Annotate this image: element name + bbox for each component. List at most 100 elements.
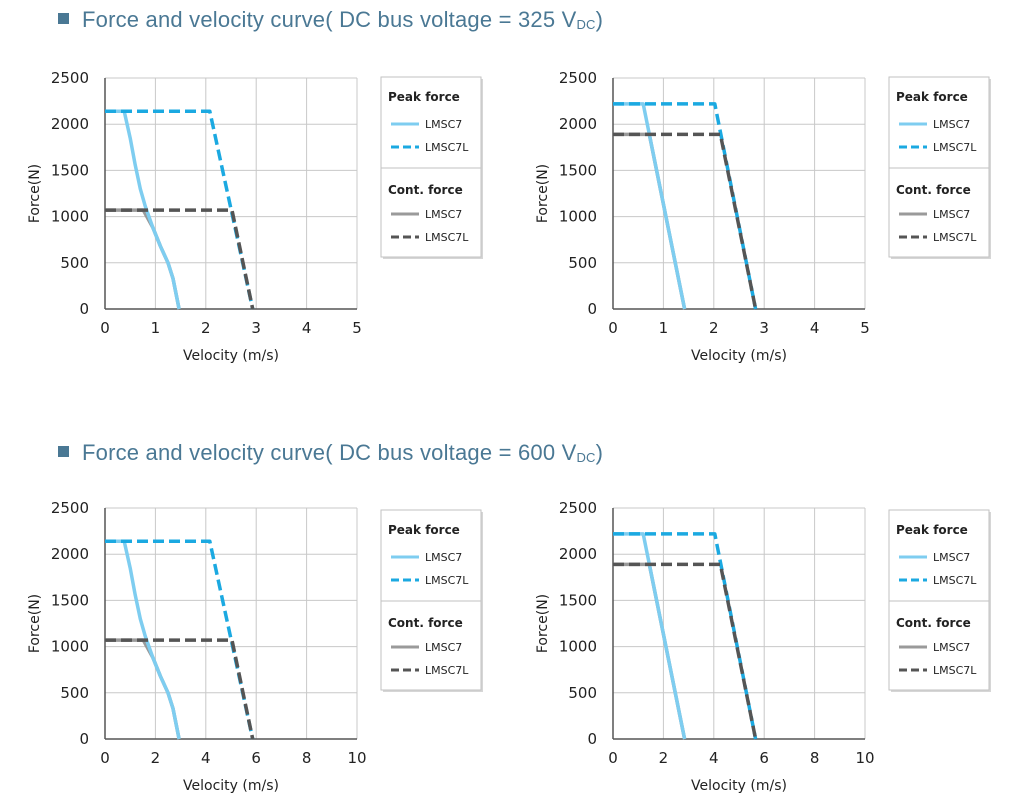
- section-title-600v: Force and velocity curve( DC bus voltage…: [58, 440, 603, 466]
- y-tick-label: 1500: [51, 591, 89, 609]
- y-tick-label: 500: [60, 684, 89, 702]
- peak-lmsc7l-line: [105, 109, 255, 310]
- legend-cont-lmsc7l-label: LMSC7L: [425, 231, 469, 244]
- section-title-end: ): [595, 440, 604, 465]
- cont-lmsc7-line: [613, 132, 687, 310]
- y-tick-label: 0: [79, 300, 89, 318]
- legend-peak-title: Peak force: [388, 90, 460, 104]
- section-title-subscript: DC: [576, 17, 596, 32]
- x-tick-label: 8: [302, 749, 312, 767]
- x-tick-label: 2: [201, 319, 211, 337]
- chart-2: 0 500 1000 1500 2000 2500 0 1 2 3 4 5 Velocity (m/s)…: [535, 69, 991, 364]
- legend-cont-lmsc7l-label: LMSC7L: [933, 231, 977, 244]
- y-tick-label: 1500: [559, 161, 597, 179]
- cont-lmsc7l-line: [105, 208, 255, 310]
- x-tick-label: 6: [759, 749, 769, 767]
- section-title-end: ): [595, 7, 604, 32]
- peak-lmsc7l-line: [105, 539, 255, 740]
- legend-peak-lmsc7l-label: LMSC7L: [933, 141, 977, 154]
- legend-cont-lmsc7-label: LMSC7: [933, 641, 970, 654]
- y-tick-label: 2500: [51, 69, 89, 87]
- y-tick-label: 0: [587, 730, 597, 748]
- x-axis-label: Velocity (m/s): [183, 348, 279, 364]
- x-tick-label: 2: [709, 319, 719, 337]
- y-tick-label: 1000: [51, 638, 89, 656]
- section-title-325v: Force and velocity curve( DC bus voltage…: [58, 7, 603, 33]
- y-tick-label: 2500: [559, 499, 597, 517]
- legend-cont-lmsc7-label: LMSC7: [933, 208, 970, 221]
- x-tick-label: 10: [855, 749, 874, 767]
- y-tick-label: 2000: [559, 545, 597, 563]
- legend-cont-title: Cont. force: [388, 616, 463, 630]
- x-tick-label: 4: [709, 749, 719, 767]
- legend-cont-lmsc7-label: LMSC7: [425, 641, 462, 654]
- legend-box: [380, 76, 482, 258]
- square-bullet-icon: [58, 445, 69, 457]
- legend-peak-lmsc7-label: LMSC7: [425, 551, 462, 564]
- peak-lmsc7-line: [105, 109, 181, 310]
- legend-peak-lmsc7l-label: LMSC7L: [425, 574, 469, 587]
- cont-lmsc7-line: [613, 562, 687, 740]
- x-tick-label: 2: [659, 749, 669, 767]
- legend-peak-title: Peak force: [896, 523, 968, 537]
- y-tick-label: 1000: [559, 208, 597, 226]
- chart-3: 0 500 1000 1500 2000 2500 0 2 4 6 8 10 Velocity (m/s…: [27, 499, 483, 794]
- legend-peak-lmsc7-label: LMSC7: [933, 118, 970, 131]
- x-tick-label: 5: [860, 319, 870, 337]
- y-axis-label: Force(N): [27, 594, 43, 653]
- legend-box: [380, 509, 482, 691]
- square-bullet-icon: [58, 12, 69, 24]
- legend-peak-title: Peak force: [388, 523, 460, 537]
- legend-cont-lmsc7l-label: LMSC7L: [425, 664, 469, 677]
- y-axis-label: Force(N): [27, 164, 43, 223]
- x-tick-label: 0: [608, 749, 618, 767]
- legend-cont-title: Cont. force: [388, 183, 463, 197]
- x-tick-label: 6: [251, 749, 261, 767]
- x-tick-label: 2: [151, 749, 161, 767]
- x-axis-label: Velocity (m/s): [691, 778, 787, 794]
- x-tick-label: 3: [251, 319, 261, 337]
- y-tick-label: 1000: [51, 208, 89, 226]
- legend-cont-title: Cont. force: [896, 183, 971, 197]
- cont-lmsc7l-line: [105, 638, 255, 740]
- y-tick-label: 1500: [559, 591, 597, 609]
- y-tick-label: 0: [79, 730, 89, 748]
- x-tick-label: 1: [659, 319, 669, 337]
- y-tick-label: 2000: [51, 115, 89, 133]
- x-tick-label: 1: [151, 319, 161, 337]
- section-title-text: Force and velocity curve( DC bus voltage…: [82, 440, 577, 465]
- legend-peak-lmsc7-label: LMSC7: [933, 551, 970, 564]
- y-tick-label: 500: [568, 684, 597, 702]
- legend-peak-lmsc7-label: LMSC7: [425, 118, 462, 131]
- legend-peak-lmsc7l-label: LMSC7L: [425, 141, 469, 154]
- y-tick-label: 0: [587, 300, 597, 318]
- legend-box: [888, 509, 990, 691]
- y-axis-label: Force(N): [535, 594, 551, 653]
- legend-peak-lmsc7l-label: LMSC7L: [933, 574, 977, 587]
- y-tick-label: 2000: [51, 545, 89, 563]
- x-tick-label: 0: [100, 749, 110, 767]
- section-title-subscript: DC: [576, 450, 596, 465]
- legend-cont-lmsc7l-label: LMSC7L: [933, 664, 977, 677]
- y-tick-label: 500: [60, 254, 89, 272]
- x-axis-label: Velocity (m/s): [183, 778, 279, 794]
- y-tick-label: 1500: [51, 161, 89, 179]
- chart-4: 0 500 1000 1500 2000 2500 0 2 4 6 8 10 Velocity (m/s…: [535, 499, 991, 794]
- x-tick-label: 0: [608, 319, 618, 337]
- section-title-text: Force and velocity curve( DC bus voltage…: [82, 7, 577, 32]
- cont-lmsc7l-line: [613, 562, 758, 740]
- legend-peak-title: Peak force: [896, 90, 968, 104]
- x-tick-label: 4: [201, 749, 211, 767]
- x-tick-label: 0: [100, 319, 110, 337]
- x-tick-label: 5: [352, 319, 362, 337]
- peak-lmsc7-line: [105, 539, 181, 740]
- y-tick-label: 500: [568, 254, 597, 272]
- legend-cont-lmsc7-label: LMSC7: [425, 208, 462, 221]
- x-tick-label: 8: [810, 749, 820, 767]
- x-tick-label: 10: [347, 749, 366, 767]
- legend-box: [888, 76, 990, 258]
- cont-lmsc7l-line: [613, 132, 758, 310]
- x-tick-label: 3: [759, 319, 769, 337]
- y-tick-label: 2500: [559, 69, 597, 87]
